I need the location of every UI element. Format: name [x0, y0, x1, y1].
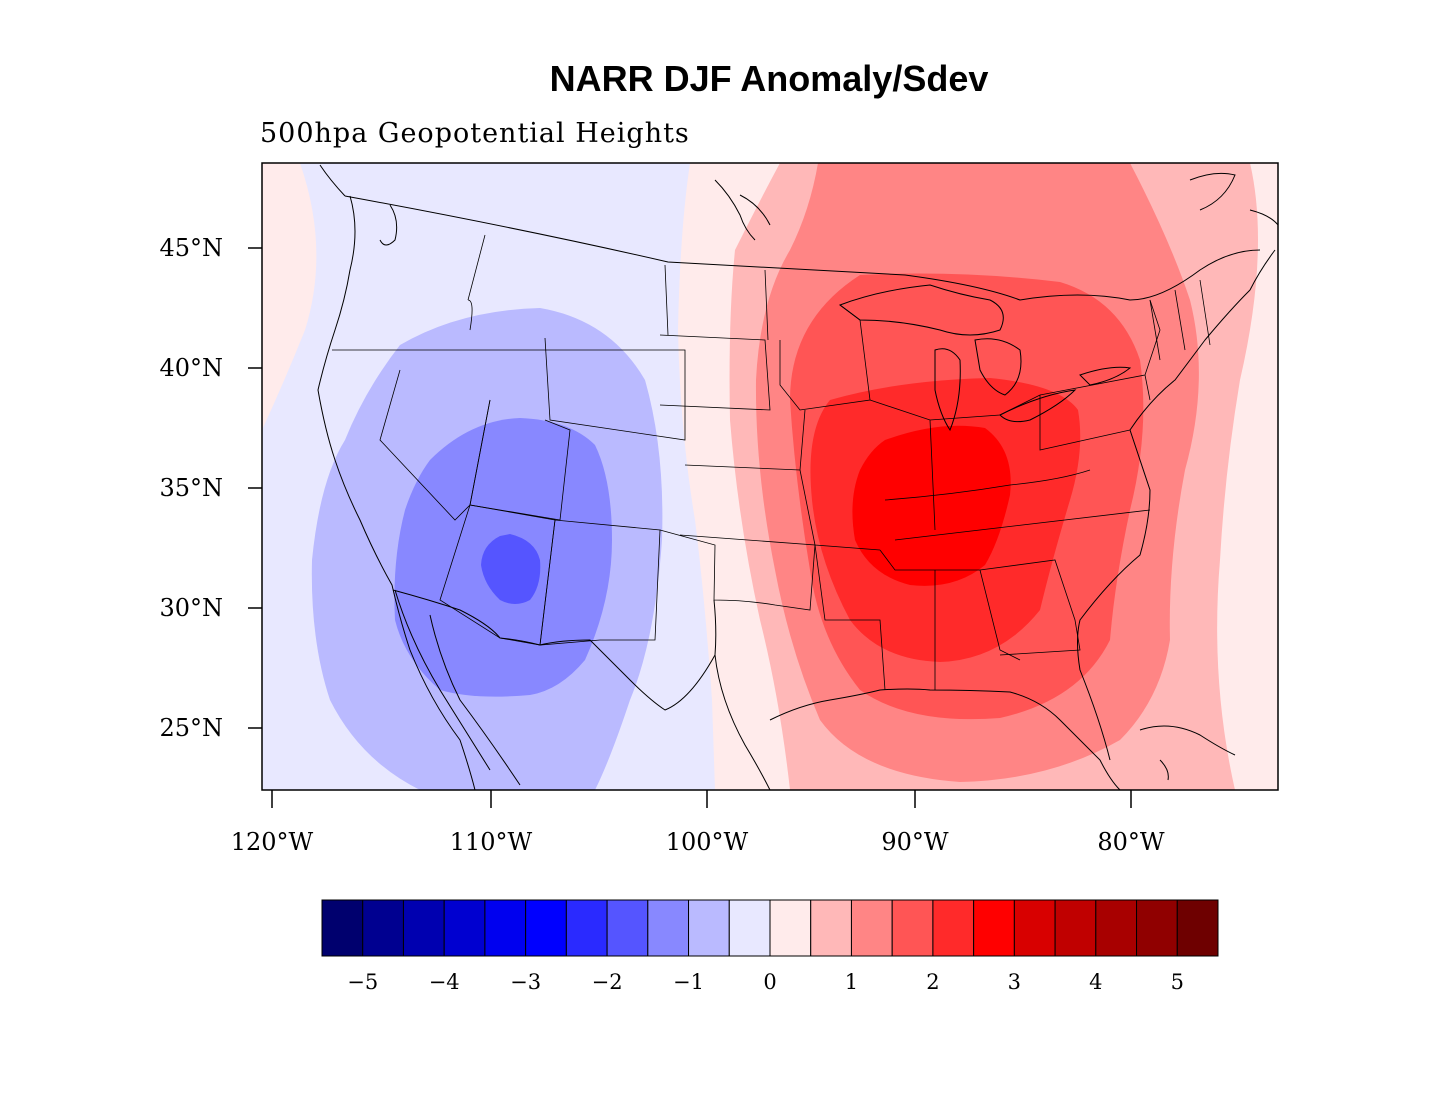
lake-superior	[838, 284, 1004, 336]
mississippi-alabama-border	[879, 549, 1021, 690]
utah-border	[469, 399, 571, 521]
colorbar-swatch	[647, 899, 690, 957]
contour-band-2.5-3	[852, 425, 1011, 586]
colorbar-swatch	[850, 899, 893, 957]
contour-band-neg-1.5-2	[481, 534, 541, 604]
colorbar-swatch	[484, 899, 527, 957]
new-mexico-border	[539, 519, 661, 646]
colorbar-swatch	[769, 899, 812, 957]
colorbar-label: 0	[763, 970, 776, 994]
colorbar-swatch	[443, 899, 486, 957]
colorbar-swatch	[932, 899, 975, 957]
lake-huron	[974, 338, 1022, 396]
colorado-wyoming-border	[544, 337, 686, 441]
baja-coastline	[394, 589, 521, 786]
tennessee-kentucky-border	[884, 469, 1151, 541]
colorbar-swatch	[1136, 899, 1178, 957]
colorbar-swatch	[688, 899, 730, 957]
lat-tick-marks	[248, 247, 262, 729]
colorbar-label: 2	[926, 970, 939, 994]
south-dakota-border	[659, 334, 771, 411]
lon-label-100: 100°W	[666, 828, 749, 856]
colorbar-label: 5	[1171, 970, 1184, 994]
colorbar-swatch	[1176, 899, 1219, 957]
colorbar-swatch	[973, 899, 1015, 957]
lat-label-35: 35°N	[159, 474, 223, 502]
us-mexico-border	[392, 589, 717, 711]
lon-label-120: 120°W	[231, 828, 314, 856]
figure-subtitle: 500hpa Geopotential Heights	[260, 118, 690, 149]
georgia-border	[979, 559, 1081, 656]
colorbar-swatch	[565, 899, 608, 957]
colorbar-swatch	[606, 899, 649, 957]
colorbar-label: 3	[1008, 970, 1021, 994]
lat-label-30: 30°N	[159, 594, 223, 622]
louisiana-border	[814, 544, 886, 691]
new-england-borders	[1149, 279, 1211, 361]
atlantic-coastline	[1077, 249, 1276, 761]
lon-tick-labels: 120°W 110°W 100°W 90°W 80°W	[231, 828, 1165, 856]
colorbar-labels: −5 −4 −3 −2 −1 0 1 2 3 4 5	[347, 970, 1184, 994]
lake-erie	[999, 389, 1077, 423]
colorbar-swatch	[1054, 899, 1097, 957]
north-dakota-border	[664, 264, 769, 341]
colorbar-label: −4	[429, 970, 460, 994]
colorbar-label: 4	[1089, 970, 1102, 994]
colorbar-label: −2	[592, 970, 623, 994]
lat-label-40: 40°N	[159, 354, 223, 382]
lake-ontario	[1079, 366, 1132, 386]
colorbar-swatch	[891, 899, 934, 957]
texas-oklahoma-border	[659, 529, 816, 611]
lon-label-110: 110°W	[450, 828, 533, 856]
iowa-minnesota-border	[779, 304, 871, 411]
figure-title: NARR DJF Anomaly/Sdev	[549, 58, 989, 99]
contour-band-west-positive	[262, 163, 317, 430]
geographic-outlines	[317, 164, 1278, 790]
lat-tick-labels: 45°N 40°N 35°N 30°N 25°N	[159, 234, 223, 742]
colorbar-swatch	[402, 899, 445, 957]
pennsylvania-ny-border	[1039, 299, 1161, 401]
colorbar-swatch	[1095, 899, 1138, 957]
hudson-bay-fragments	[714, 179, 771, 241]
lat-label-45: 45°N	[159, 234, 223, 262]
colorbar-swatch	[728, 899, 771, 957]
lat-label-25: 25°N	[159, 714, 223, 742]
colorbar-swatch	[362, 899, 404, 957]
northeast-canada-coast	[1189, 172, 1278, 226]
colorbar-label: 1	[845, 970, 858, 994]
ohio-valley-borders	[869, 394, 1131, 531]
lon-label-80: 80°W	[1097, 828, 1165, 856]
colorbar-swatch	[810, 899, 852, 957]
colorbar-swatch	[525, 899, 567, 957]
idaho-border	[467, 234, 486, 331]
plot-frame	[261, 162, 1279, 791]
lon-label-90: 90°W	[881, 828, 949, 856]
colorbar-label: −3	[510, 970, 541, 994]
pacific-northwest-coast	[319, 164, 398, 246]
west-coastline	[317, 195, 476, 790]
caribbean-islands	[1139, 725, 1236, 781]
colorbar-label: −5	[347, 970, 378, 994]
arizona-border	[439, 504, 556, 646]
lon-tick-marks	[271, 790, 1132, 808]
colorbar-swatch	[321, 899, 364, 957]
lake-michigan	[934, 348, 961, 432]
gulf-coastline	[714, 654, 1121, 790]
state-boundaries	[332, 234, 1211, 691]
colorbar	[321, 899, 1219, 957]
canada-us-border	[344, 195, 1261, 301]
colorbar-label: −1	[673, 970, 704, 994]
colorbar-swatch	[1013, 899, 1056, 957]
